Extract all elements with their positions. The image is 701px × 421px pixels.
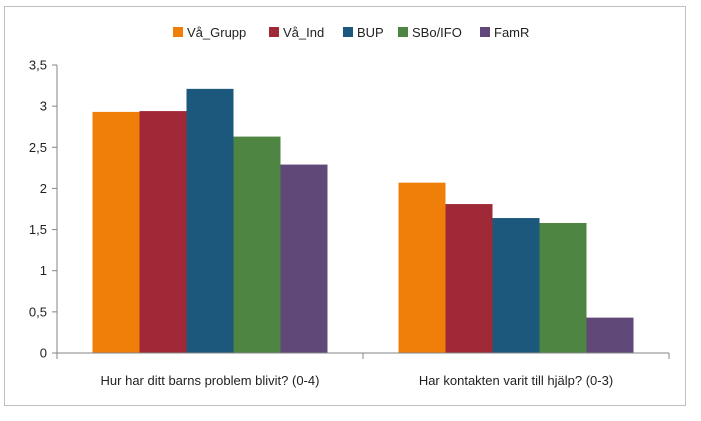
bar-0-2	[186, 88, 234, 353]
legend-label-1: Vå_Ind	[283, 25, 324, 40]
x-axis: Hur har ditt barns problem blivit? (0-4)…	[56, 352, 670, 388]
y-tick-label-5: 2,5	[29, 140, 47, 155]
y-tick-label-2: 1	[40, 263, 47, 278]
bar-1-4	[586, 317, 634, 353]
bars	[92, 88, 634, 353]
legend-swatch-2	[343, 27, 353, 37]
legend-swatch-0	[173, 27, 183, 37]
bar-1-2	[492, 218, 540, 353]
legend-swatch-3	[398, 27, 408, 37]
y-tick-label-1: 0,5	[29, 304, 47, 319]
bar-0-0	[92, 111, 140, 353]
legend-label-0: Vå_Grupp	[187, 25, 246, 40]
legend-label-2: BUP	[357, 25, 384, 40]
y-tick-label-6: 3	[40, 99, 47, 114]
legend-swatch-4	[480, 27, 490, 37]
category-label-0: Hur har ditt barns problem blivit? (0-4)	[101, 373, 320, 388]
y-tick-label-0: 0	[40, 346, 47, 361]
bar-0-1	[139, 111, 187, 353]
category-label-1: Har kontakten varit till hjälp? (0-3)	[419, 373, 613, 388]
bar-1-0	[398, 182, 446, 353]
y-axis: 0 0,5 1 1,5 2 2,5 3 3,5	[29, 58, 58, 361]
legend-label-3: SBo/IFO	[412, 25, 462, 40]
bar-1-3	[539, 222, 587, 353]
y-tick-label-7: 3,5	[29, 58, 47, 73]
legend: Vå_Grupp Vå_Ind BUP SBo/IFO FamR	[173, 25, 529, 40]
legend-label-4: FamR	[494, 25, 529, 40]
bar-chart: Vå_Grupp Vå_Ind BUP SBo/IFO FamR 0 0,5 1 1,5 2 2,…	[29, 25, 670, 388]
bar-0-4	[280, 164, 328, 353]
y-tick-label-4: 2	[40, 181, 47, 196]
y-tick-label-3: 1,5	[29, 222, 47, 237]
bar-0-3	[233, 136, 281, 353]
legend-swatch-1	[269, 27, 279, 37]
chart-frame: Vå_Grupp Vå_Ind BUP SBo/IFO FamR 0 0,5 1 1,5 2 2,…	[4, 6, 686, 406]
bar-1-1	[445, 204, 493, 353]
